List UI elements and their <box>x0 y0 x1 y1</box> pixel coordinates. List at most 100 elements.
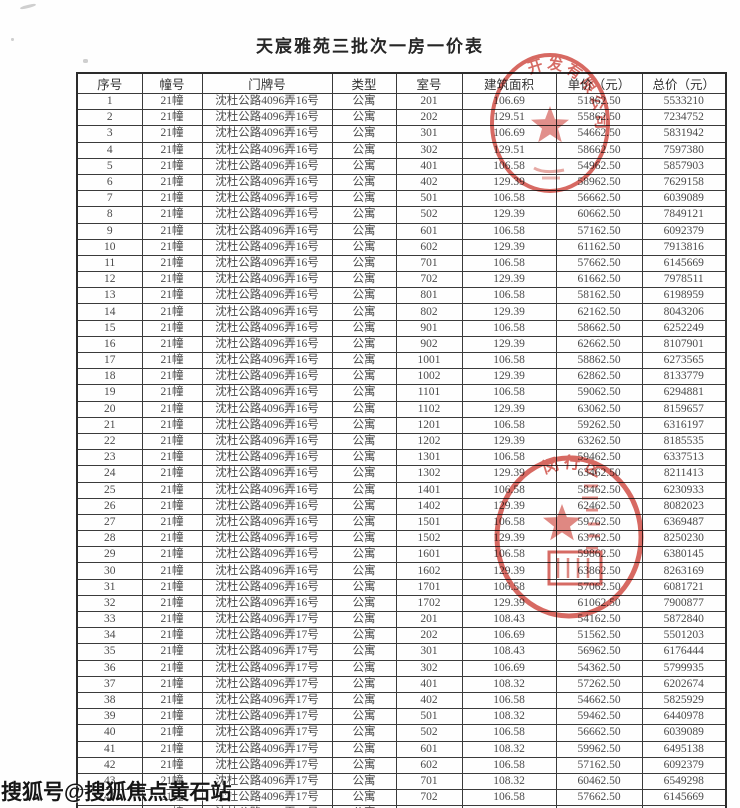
table-cell: 21幢 <box>141 659 203 677</box>
table-cell: 63062.50 <box>555 400 643 418</box>
table-cell: 5857903 <box>641 157 727 175</box>
table-cell: 58662.50 <box>555 141 643 159</box>
table-cell: 106.69 <box>461 125 557 143</box>
table-row: 42 21幢 沈杜公路4096弄17号 公寓 602 106.58 57162.50 6092… <box>76 756 727 774</box>
table-cell: 129.39 <box>461 562 557 580</box>
table-cell: 1601 <box>395 546 463 564</box>
table-cell: 402 <box>395 691 463 710</box>
table-cell: 沈杜公路4096弄16号 <box>201 125 333 143</box>
table-cell: 129.39 <box>461 206 557 224</box>
column-header: 类型 <box>331 72 397 94</box>
table-cell: 公寓 <box>331 335 397 354</box>
table-cell: 公寓 <box>331 92 397 111</box>
table-cell: 公寓 <box>331 740 397 758</box>
table-row: 37 21幢 沈杜公路4096弄17号 公寓 401 108.32 57262.50 6202… <box>76 675 727 693</box>
table-cell: 24 <box>76 465 143 483</box>
table-cell: 57162.50 <box>555 756 643 774</box>
table-cell: 501 <box>395 190 463 208</box>
table-row: 33 21幢 沈杜公路4096弄17号 公寓 201 108.43 54162.50 5872… <box>76 610 727 629</box>
table-cell: 沈杜公路4096弄17号 <box>201 675 333 693</box>
table-cell: 54662.50 <box>555 125 643 143</box>
table-cell: 58662.50 <box>555 319 643 337</box>
table-cell: 21幢 <box>141 109 203 127</box>
table-cell: 公寓 <box>331 303 397 321</box>
table-cell: 201 <box>395 92 463 111</box>
table-cell: 8263169 <box>641 562 727 580</box>
table-cell: 26 <box>76 497 143 515</box>
table-cell: 21幢 <box>141 708 203 726</box>
table-row: 28 21幢 沈杜公路4096弄16号 公寓 1502 129.39 63762.50 825… <box>76 530 727 548</box>
table-cell: 公寓 <box>331 287 397 305</box>
table-cell: 106.58 <box>461 724 557 742</box>
table-cell: 沈杜公路4096弄16号 <box>201 222 333 240</box>
table-cell: 沈杜公路4096弄17号 <box>201 691 333 710</box>
table-cell: 21幢 <box>141 481 203 499</box>
table-cell: 129.39 <box>461 497 557 515</box>
table-cell: 58462.50 <box>555 481 643 499</box>
table-cell: 21幢 <box>141 675 203 693</box>
table-cell: 6202674 <box>641 675 727 693</box>
table-row: 6 21幢 沈杜公路4096弄16号 公寓 402 129.39 58962.50 76291… <box>76 173 727 192</box>
table-row: 41 21幢 沈杜公路4096弄17号 公寓 601 108.32 59962.50 6495… <box>76 740 727 758</box>
table-cell: 沈杜公路4096弄16号 <box>201 562 333 580</box>
table-cell: 1701 <box>395 578 463 596</box>
table-row: 31 21幢 沈杜公路4096弄16号 公寓 1701 106.58 57062.50 608… <box>76 578 727 596</box>
table-cell: 8107901 <box>641 335 727 354</box>
table-cell: 1 <box>76 92 143 111</box>
table-cell: 7629158 <box>641 173 727 192</box>
table-cell: 沈杜公路4096弄17号 <box>201 659 333 677</box>
table-cell: 公寓 <box>331 449 397 467</box>
table-cell: 21幢 <box>141 400 203 418</box>
table-cell: 58162.50 <box>555 287 643 305</box>
table-cell: 沈杜公路4096弄16号 <box>201 351 333 370</box>
table-cell: 21幢 <box>141 125 203 143</box>
table-cell: 108.32 <box>461 708 557 726</box>
price-table-body: 1 21幢 沈杜公路4096弄16号 公寓 201 106.69 51862.50 55332… <box>76 92 727 808</box>
table-cell: 公寓 <box>331 610 397 629</box>
table-cell: 802 <box>395 303 463 321</box>
table-cell: 公寓 <box>331 756 397 774</box>
table-cell: 901 <box>395 319 463 337</box>
table-cell: 59462.50 <box>555 449 643 467</box>
table-cell: 6230933 <box>641 481 727 499</box>
table-row: 7 21幢 沈杜公路4096弄16号 公寓 501 106.58 56662.50 60390… <box>76 190 727 208</box>
table-cell: 61062.50 <box>555 594 643 613</box>
table-row: 3 21幢 沈杜公路4096弄16号 公寓 301 106.69 54662.50 58319… <box>76 125 727 143</box>
table-cell: 106.58 <box>461 190 557 208</box>
table-cell: 106.58 <box>461 319 557 337</box>
table-cell: 21幢 <box>141 206 203 224</box>
table-cell: 22 <box>76 432 143 451</box>
table-cell: 602 <box>395 756 463 774</box>
table-cell: 21幢 <box>141 724 203 742</box>
table-cell: 21幢 <box>141 530 203 548</box>
table-cell: 8133779 <box>641 368 727 386</box>
table-cell: 601 <box>395 740 463 758</box>
table-row: 2 21幢 沈杜公路4096弄16号 公寓 202 129.51 55862.50 72347… <box>76 109 727 127</box>
table-cell: 702 <box>395 271 463 289</box>
table-cell: 106.58 <box>461 384 557 402</box>
table-cell: 公寓 <box>331 594 397 613</box>
table-cell: 沈杜公路4096弄16号 <box>201 449 333 467</box>
table-cell: 16 <box>76 335 143 354</box>
table-cell: 6294881 <box>641 384 727 402</box>
table-cell: 公寓 <box>331 141 397 159</box>
table-cell: 6039089 <box>641 190 727 208</box>
table-cell: 129.39 <box>461 530 557 548</box>
table-cell: 公寓 <box>331 562 397 580</box>
table-cell: 21幢 <box>141 610 203 629</box>
table-cell: 21幢 <box>141 756 203 774</box>
table-cell: 6273565 <box>641 351 727 370</box>
table-cell: 21幢 <box>141 222 203 240</box>
table-cell: 公寓 <box>331 206 397 224</box>
table-cell: 沈杜公路4096弄16号 <box>201 594 333 613</box>
table-cell: 21幢 <box>141 643 203 661</box>
table-cell: 33 <box>76 610 143 629</box>
table-cell: 63462.50 <box>555 465 643 483</box>
table-cell: 39 <box>76 708 143 726</box>
table-cell: 129.39 <box>461 303 557 321</box>
table-cell: 公寓 <box>331 772 397 791</box>
table-cell: 公寓 <box>331 546 397 564</box>
table-row: 38 21幢 沈杜公路4096弄17号 公寓 402 106.58 54662.50 5825… <box>76 691 727 710</box>
table-cell: 401 <box>395 157 463 175</box>
table-cell: 公寓 <box>331 675 397 693</box>
